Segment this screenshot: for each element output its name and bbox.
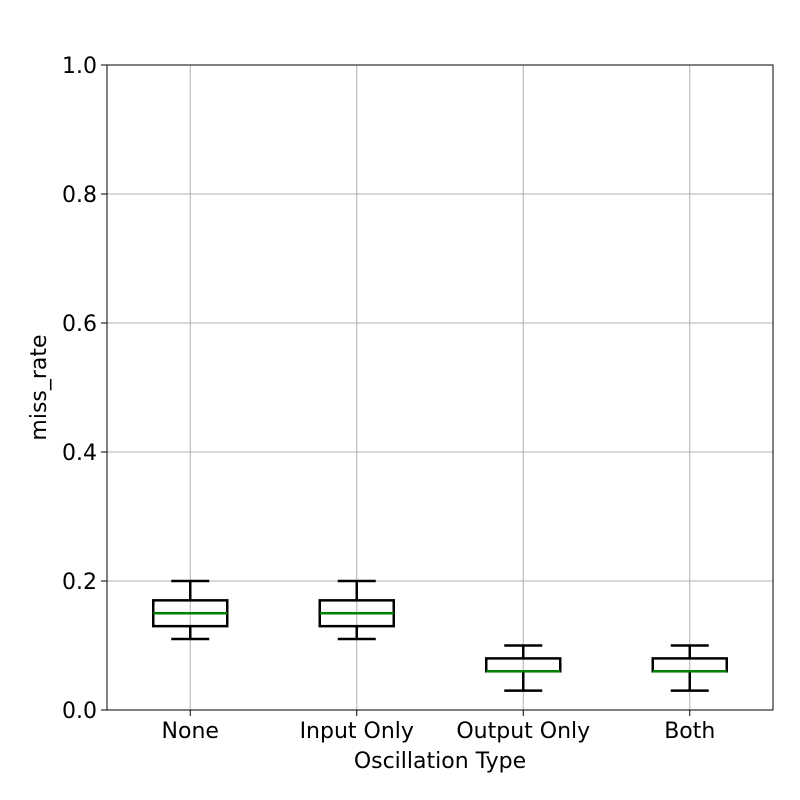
y-tick-label: 0.4 <box>62 441 97 466</box>
box-plot-none <box>152 579 229 641</box>
y-axis-label: miss_rate <box>27 334 52 440</box>
x-tick-label: Output Only <box>456 719 590 744</box>
x-tick-label: Both <box>664 719 715 744</box>
x-axis-label: Oscillation Type <box>354 749 526 774</box>
axis-ticks: 0.0 0.2 0.4 0.6 0.8 1.0 None Input Only Output O… <box>62 54 715 744</box>
plot-area-frame <box>106 64 774 711</box>
box-plot-both <box>651 644 728 692</box>
x-tick-label: None <box>162 719 219 744</box>
y-tick-label: 0.0 <box>62 699 97 724</box>
x-tick-label: Input Only <box>300 719 414 744</box>
box-plots <box>152 579 728 692</box>
y-tick-label: 0.2 <box>62 570 97 595</box>
box-plot-output-only <box>485 644 562 692</box>
box-plot-input-only <box>318 579 395 641</box>
y-tick-label: 1.0 <box>62 54 97 79</box>
y-tick-label: 0.8 <box>62 183 97 208</box>
y-tick-label: 0.6 <box>62 312 97 337</box>
